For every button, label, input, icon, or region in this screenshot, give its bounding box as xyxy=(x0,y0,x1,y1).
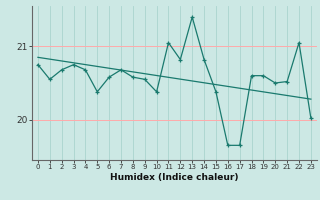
X-axis label: Humidex (Indice chaleur): Humidex (Indice chaleur) xyxy=(110,173,239,182)
